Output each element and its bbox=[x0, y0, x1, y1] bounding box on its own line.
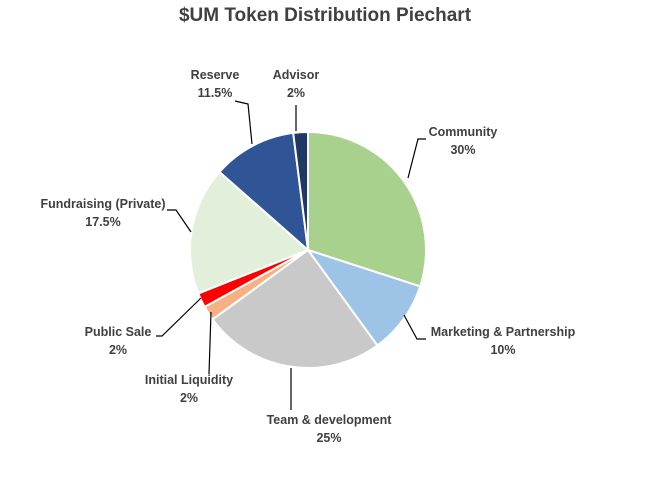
label-value: 30% bbox=[450, 143, 475, 157]
slice-team-and-development bbox=[211, 248, 379, 369]
leader-public-sale bbox=[156, 297, 202, 337]
label-value: 2% bbox=[109, 343, 127, 357]
label-value: 10% bbox=[490, 343, 515, 357]
label-reserve: Reserve 11.5% bbox=[191, 68, 240, 100]
leader-lines bbox=[156, 100, 426, 410]
label-public-sale: Public Sale 2% bbox=[85, 325, 152, 357]
label-community: Community 30% bbox=[429, 125, 498, 157]
slice-advisor bbox=[292, 130, 309, 251]
label-initial-liquidity: Initial Liquidity 2% bbox=[145, 373, 233, 405]
leader-marketing-and-partnership bbox=[403, 314, 426, 340]
label-value: 2% bbox=[180, 391, 198, 405]
label-value: 11.5% bbox=[198, 86, 233, 100]
leader-community bbox=[407, 138, 426, 179]
label-value: 25% bbox=[316, 431, 341, 445]
slice-reserve bbox=[218, 131, 310, 253]
label-name: Fundraising (Private) bbox=[40, 197, 165, 211]
slice-marketing-and-partnership bbox=[305, 248, 422, 347]
slice-labels: Community 30% Marketing & Partnership 10% Te… bbox=[40, 68, 575, 445]
leader-reserve bbox=[234, 100, 253, 145]
label-name: Public Sale bbox=[85, 325, 152, 339]
leader-fundraising-private bbox=[167, 209, 192, 233]
label-advisor: Advisor 2% bbox=[273, 68, 320, 100]
label-value: 2% bbox=[287, 86, 305, 100]
label-team-and-development: Team & development 25% bbox=[267, 413, 393, 445]
label-marketing-and-partnership: Marketing & Partnership 10% bbox=[431, 325, 576, 357]
label-fundraising-private: Fundraising (Private) 17.5% bbox=[40, 197, 165, 229]
label-name: Advisor bbox=[273, 68, 320, 82]
slice-community bbox=[307, 130, 427, 288]
label-value: 17.5% bbox=[85, 215, 120, 229]
label-name: Marketing & Partnership bbox=[431, 325, 576, 339]
chart-title: $UM Token Distribution Piechart bbox=[179, 5, 472, 26]
label-name: Team & development bbox=[267, 413, 393, 427]
label-name: Initial Liquidity bbox=[145, 373, 233, 387]
label-name: Community bbox=[429, 125, 498, 139]
leader-initial-liquidity bbox=[208, 311, 212, 375]
label-name: Reserve bbox=[191, 68, 240, 82]
pie-slices bbox=[189, 130, 427, 369]
slice-fundraising-private bbox=[189, 170, 310, 295]
